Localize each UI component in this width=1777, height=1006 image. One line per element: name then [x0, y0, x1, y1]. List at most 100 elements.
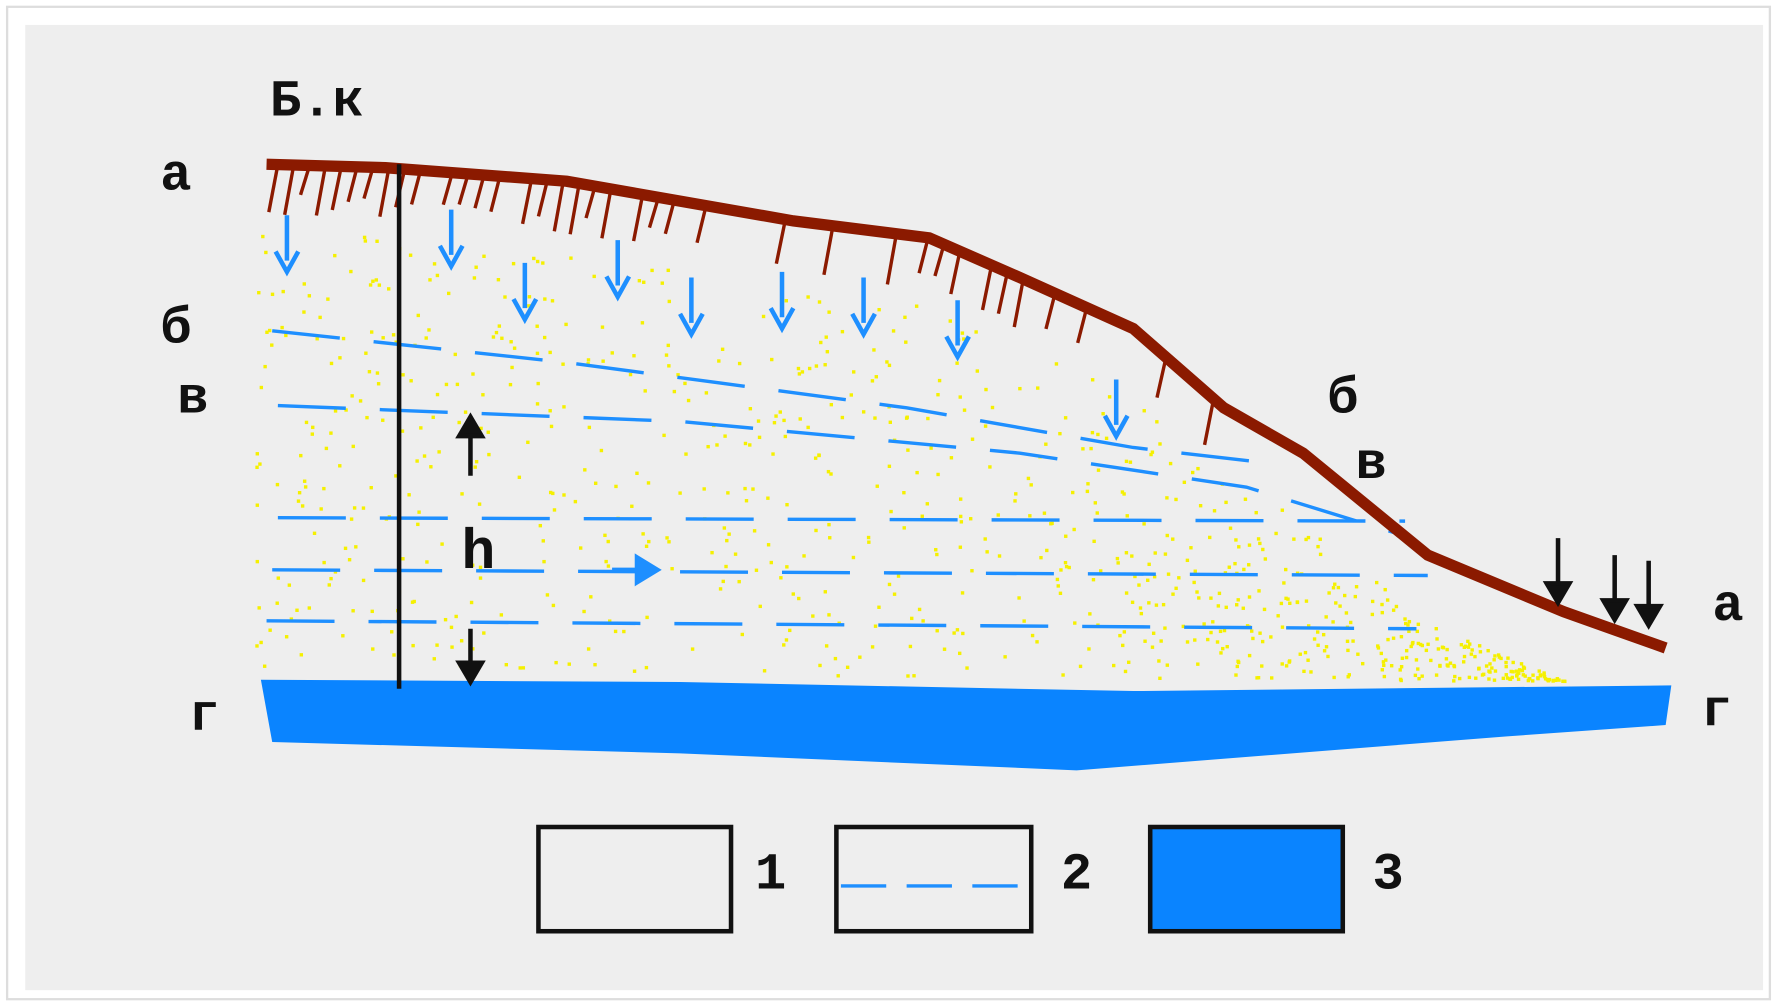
sand-dot: [1256, 537, 1261, 541]
sand-dot: [416, 522, 420, 527]
arrowhead: [850, 312, 877, 339]
sand-dot: [887, 464, 892, 468]
sand-dot: [1536, 676, 1540, 681]
sand-dot: [263, 364, 267, 369]
sand-dot: [827, 522, 831, 527]
arrowhead: [604, 275, 632, 302]
sand-dot: [562, 405, 566, 409]
sand-dot: [377, 283, 382, 287]
sand-dot: [369, 330, 374, 334]
sand-dot: [1332, 675, 1336, 680]
sand-dot: [725, 538, 729, 543]
sand-dot: [344, 408, 348, 412]
hatch-line: [885, 233, 899, 285]
sand-dot: [769, 560, 773, 565]
sand-dot: [535, 351, 540, 356]
sand-dot: [554, 660, 558, 665]
sand-dot: [1163, 626, 1167, 630]
sand-dot: [407, 493, 411, 497]
sand-dot: [1399, 678, 1403, 683]
sand-dot: [678, 491, 682, 495]
sand-dot: [935, 552, 939, 557]
label: а: [1712, 577, 1743, 636]
sand-dot: [958, 514, 963, 519]
sand-dot: [469, 600, 474, 605]
sand-dot: [1026, 476, 1031, 481]
sand-dot: [1158, 442, 1162, 446]
sand-dot: [304, 420, 309, 425]
sand-dot: [1256, 675, 1261, 680]
hatch-line: [1012, 278, 1025, 328]
sand-dot: [457, 420, 461, 425]
sand-dot: [823, 363, 827, 367]
sand-dot: [1306, 658, 1310, 662]
sand-dot: [817, 300, 822, 304]
hatch-line: [600, 188, 613, 239]
sand-dot: [852, 370, 856, 374]
sand-dot: [1400, 656, 1405, 660]
sand-dot: [517, 475, 522, 480]
sand-dot: [1429, 658, 1433, 663]
sand-dot: [1515, 674, 1519, 678]
sand-dot: [874, 375, 879, 379]
sand-dot: [904, 416, 909, 420]
label: б: [1327, 370, 1358, 429]
sand-dot: [1324, 645, 1329, 649]
sand-dot: [783, 434, 788, 439]
sand-dot: [257, 606, 261, 610]
sand-dot: [1561, 679, 1565, 683]
sand-dot: [1542, 673, 1546, 677]
sand-dot: [1282, 581, 1286, 585]
label: г: [1701, 682, 1732, 741]
sand-dot: [1078, 664, 1083, 669]
sand-dot: [637, 279, 642, 283]
sand-dot: [1192, 580, 1196, 585]
sand-dot: [990, 405, 995, 410]
sand-dot: [1469, 652, 1474, 656]
sand-dot: [593, 481, 598, 485]
sand-dot: [511, 261, 516, 266]
sand-dot: [1216, 604, 1221, 608]
sand-dot: [573, 499, 578, 504]
sand-dot: [518, 666, 522, 670]
label: в: [177, 370, 208, 429]
sand-dot: [432, 262, 437, 266]
sand-dot: [955, 628, 960, 632]
sand-dot: [261, 234, 265, 239]
sand-dot: [543, 297, 547, 301]
sand-dot: [1022, 619, 1026, 623]
sand-dot: [521, 666, 526, 670]
sand-dot: [961, 631, 965, 636]
sand-dot: [983, 537, 987, 541]
sand-dot: [542, 335, 547, 340]
sand-dot: [552, 508, 557, 512]
sand-dot: [887, 582, 892, 587]
sand-dot: [1508, 677, 1513, 682]
sand-dot: [672, 389, 677, 394]
sand-dot: [333, 570, 338, 574]
sand-dot: [1477, 667, 1481, 671]
sand-dot: [1326, 654, 1330, 659]
sand-dot: [349, 269, 353, 274]
sand-dot: [1054, 362, 1059, 366]
arrowhead: [273, 250, 301, 277]
sand-dot: [1391, 608, 1396, 612]
sand-dot: [811, 614, 815, 618]
sand-dot: [1506, 656, 1510, 660]
sand-dot: [644, 544, 649, 548]
sand-dot: [1379, 651, 1383, 656]
sand-dot: [718, 587, 723, 591]
sand-dot: [494, 330, 499, 335]
sand-dot: [307, 294, 312, 298]
sand-dot: [264, 250, 268, 255]
sand-dot: [1463, 644, 1468, 648]
sand-dot: [772, 421, 777, 425]
sand-dot: [1182, 480, 1187, 485]
sand-dot: [1219, 651, 1223, 655]
sand-dot: [949, 456, 954, 460]
sand-dot: [1386, 637, 1390, 642]
hatch-line: [996, 271, 1010, 315]
sand-dot: [721, 579, 725, 584]
sand-dot: [374, 278, 379, 282]
sand-dot: [610, 351, 614, 355]
